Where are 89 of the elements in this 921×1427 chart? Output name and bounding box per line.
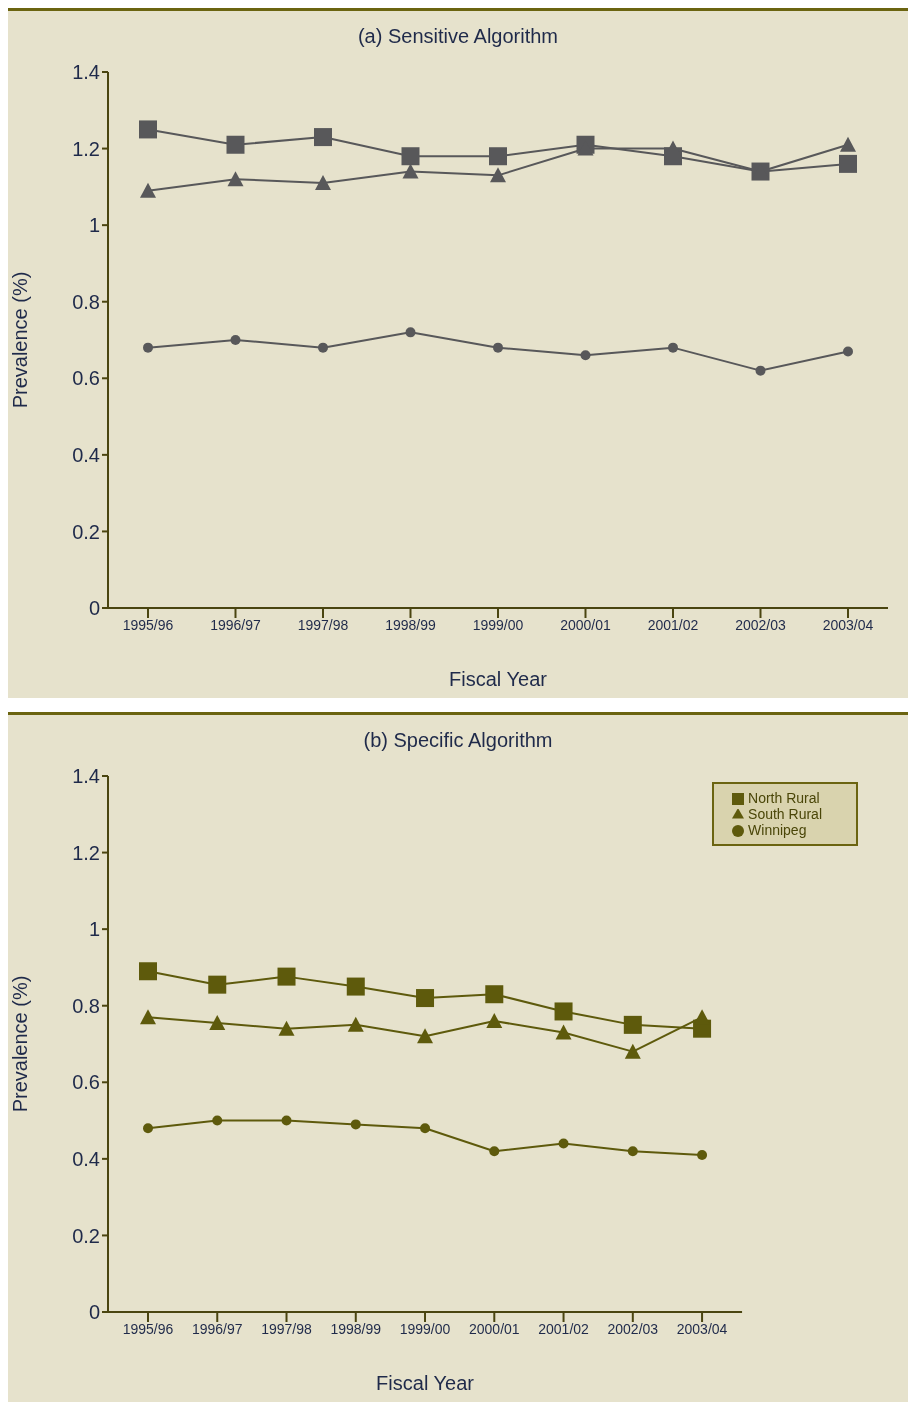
- point: [318, 342, 328, 353]
- point: [230, 335, 241, 345]
- point: [555, 1024, 572, 1040]
- point: [401, 147, 420, 166]
- x-tick-label: 1998/99: [330, 1320, 382, 1337]
- point: [314, 128, 332, 147]
- point: [227, 171, 244, 187]
- x-tick-label: 1999/00: [399, 1320, 451, 1337]
- point: [420, 1123, 431, 1134]
- point: [212, 1115, 223, 1126]
- y-axis-title: Prevalence (%): [9, 975, 32, 1113]
- point: [755, 365, 766, 376]
- x-tick-label: 2002/03: [735, 616, 787, 633]
- point: [143, 1123, 153, 1134]
- point: [417, 1028, 434, 1044]
- point: [840, 136, 856, 152]
- point: [209, 1014, 226, 1030]
- point: [140, 182, 156, 198]
- point: [278, 1020, 295, 1036]
- point: [580, 350, 591, 361]
- x-tick-label: 2000/01: [468, 1320, 520, 1337]
- point: [489, 147, 507, 166]
- x-tick-label: 1996/97: [191, 1320, 243, 1337]
- point: [627, 1146, 638, 1157]
- x-tick-label: 2000/01: [560, 616, 612, 633]
- point: [139, 962, 157, 981]
- point: [405, 327, 416, 338]
- y-axis-title: Prevalence (%): [9, 271, 32, 409]
- point: [489, 1146, 500, 1157]
- x-axis-title: Fiscal Year: [449, 668, 548, 690]
- x-tick-label: 1996/97: [210, 616, 262, 633]
- y-tick-label: 1.4: [72, 61, 100, 84]
- y-tick-label: 0.4: [72, 443, 100, 466]
- point: [486, 1013, 503, 1029]
- y-tick-label: 1.4: [72, 765, 100, 788]
- point: [346, 977, 365, 996]
- x-tick-label: 1995/96: [122, 616, 174, 633]
- x-tick-label: 1998/99: [385, 616, 437, 633]
- x-tick-label: 1995/96: [122, 1320, 174, 1337]
- legend-label: North Rural: [748, 790, 820, 806]
- x-tick-label: 2001/02: [647, 616, 699, 633]
- point: [350, 1119, 361, 1130]
- y-tick-label: 0: [88, 597, 100, 620]
- point: [668, 342, 678, 353]
- point: [277, 967, 296, 986]
- point: [143, 342, 153, 353]
- y-tick-label: 1: [88, 214, 100, 237]
- point: [624, 1043, 641, 1059]
- point: [315, 175, 331, 191]
- x-tick-label: 2002/03: [607, 1320, 659, 1337]
- point: [140, 1009, 156, 1025]
- legend-label: Winnipeg: [748, 822, 807, 838]
- y-tick-label: 0.8: [72, 994, 100, 1017]
- y-tick-label: 0.8: [72, 290, 100, 313]
- x-tick-label: 2001/02: [538, 1320, 590, 1337]
- y-tick-label: 0.2: [72, 1224, 100, 1247]
- x-tick-label: 1997/98: [261, 1320, 313, 1337]
- point: [139, 120, 157, 139]
- point: [347, 1016, 364, 1032]
- point: [490, 167, 506, 183]
- y-tick-label: 1.2: [72, 137, 100, 160]
- point: [493, 342, 503, 353]
- x-tick-label: 2003/04: [822, 616, 874, 633]
- y-tick-label: 1: [88, 918, 100, 941]
- x-tick-label: 1997/98: [297, 616, 349, 633]
- x-tick-label: 2003/04: [676, 1320, 728, 1337]
- point: [558, 1138, 569, 1149]
- y-tick-label: 0.4: [72, 1147, 100, 1170]
- point: [697, 1150, 708, 1161]
- point: [554, 1002, 573, 1021]
- point: [485, 985, 504, 1004]
- y-tick-label: 0.6: [72, 367, 100, 390]
- point: [226, 135, 245, 154]
- legend-label: South Rural: [748, 806, 822, 822]
- y-tick-label: 0: [88, 1301, 100, 1324]
- y-tick-label: 0.2: [72, 520, 100, 543]
- y-tick-label: 1.2: [72, 841, 100, 864]
- x-axis-title: Fiscal Year: [376, 1372, 475, 1394]
- point: [208, 975, 227, 994]
- chart-title: (b) Specific Algorithm: [362, 729, 554, 752]
- point: [623, 1015, 642, 1034]
- point: [843, 346, 853, 357]
- point: [839, 154, 857, 173]
- y-tick-label: 0.6: [72, 1071, 100, 1094]
- point: [402, 163, 419, 179]
- chart-title: (a) Sensitive Algorithm: [356, 25, 560, 48]
- point: [416, 989, 435, 1008]
- point: [281, 1115, 292, 1126]
- x-tick-label: 1999/00: [472, 616, 524, 633]
